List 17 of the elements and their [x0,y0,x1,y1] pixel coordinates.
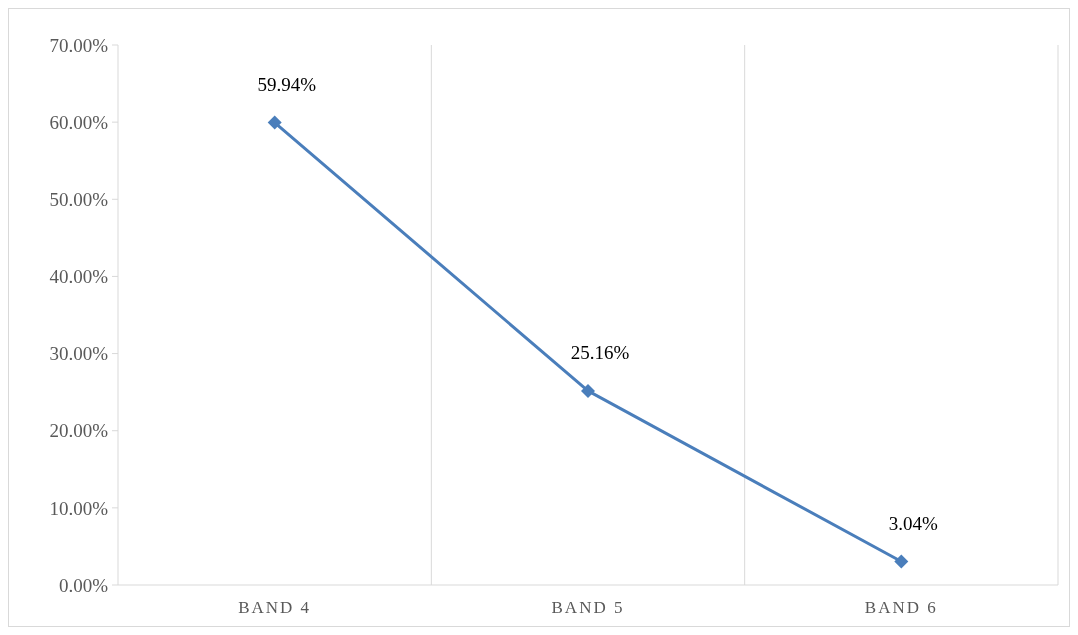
x-tick-label: BAND 5 [551,598,625,617]
y-tick-label: 60.00% [49,111,109,133]
data-label: 59.94% [257,73,317,95]
y-tick-label: 40.00% [49,266,109,288]
data-label: 3.04% [888,512,939,534]
y-tick-label: 10.00% [49,497,109,519]
y-tick-label: 20.00% [49,420,109,442]
y-tick-label: 30.00% [49,343,109,365]
x-tick-label: BAND 4 [238,598,312,617]
x-tick-label: BAND 6 [864,598,938,617]
point [267,115,282,130]
point [894,554,909,569]
point [581,383,595,398]
y-tick-label: 0.00% [58,574,109,596]
y-tick-label: 50.00% [49,188,109,210]
y-tick-label: 70.00% [49,34,109,56]
data-label: 25.16% [570,341,630,363]
